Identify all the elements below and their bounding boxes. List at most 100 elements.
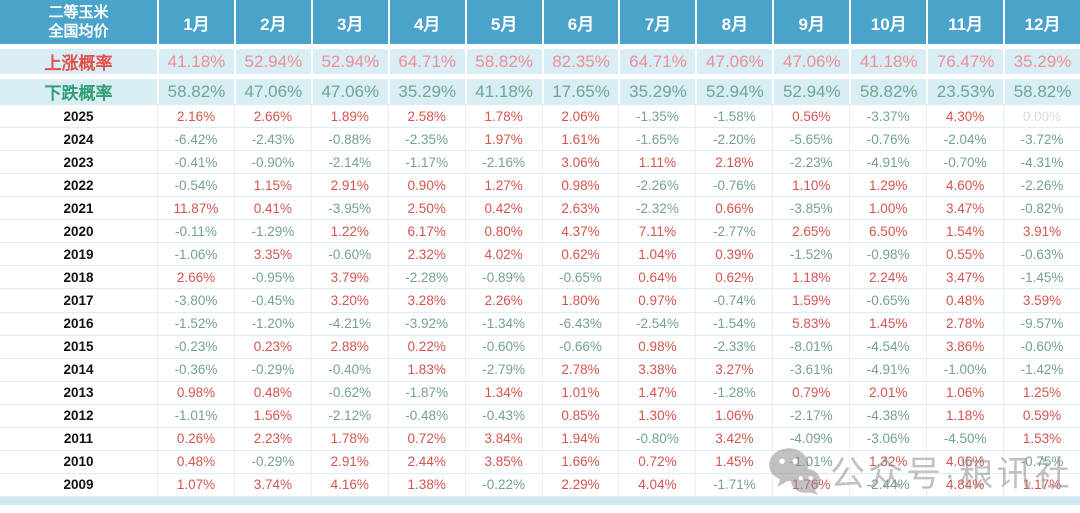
- rise-probability-cell: 52.94%: [233, 49, 311, 74]
- year-cell: 2016: [63, 316, 94, 332]
- value-cell: 1.80%: [541, 289, 619, 312]
- value-cell: -2.54%: [618, 312, 695, 335]
- fall-probability-cell: 58.82%: [157, 79, 234, 104]
- year-cell: 2010: [63, 454, 94, 470]
- value-cell: 3.38%: [618, 358, 695, 381]
- value-cell: 0.85%: [541, 404, 619, 427]
- fall-probability-cell: 47.06%: [310, 79, 388, 104]
- value-cell: -2.16%: [464, 151, 542, 174]
- value-cell: -3.06%: [849, 427, 926, 450]
- value-cell: 0.23%: [233, 335, 311, 358]
- value-cell: -1.54%: [695, 312, 772, 335]
- fall-probability-cell: 35.29%: [618, 79, 696, 104]
- value-cell: 3.79%: [310, 266, 388, 289]
- value-cell: -0.60%: [464, 335, 542, 358]
- value-cell: 2.06%: [541, 105, 619, 128]
- value-cell: 1.61%: [541, 128, 619, 151]
- value-cell: -0.36%: [157, 358, 234, 381]
- value-cell: -0.43%: [464, 404, 542, 427]
- value-cell: 1.22%: [310, 220, 388, 243]
- value-cell: -1.65%: [618, 128, 695, 151]
- value-cell: 2.91%: [310, 174, 388, 197]
- value-cell: 1.45%: [849, 312, 926, 335]
- month-header-cell: 2月: [233, 0, 311, 44]
- value-cell: 6.50%: [849, 220, 926, 243]
- table-row: 2023 -0.41% -0.90% -2.14% -1.17% -2.16% 3.06% 1…: [0, 151, 1080, 175]
- table-row: 2018 2.66% -0.95% 3.79% -2.28% -0.89% -0.65% 0.…: [0, 266, 1080, 290]
- value-cell: 4.60%: [926, 174, 1003, 197]
- value-cell: -0.60%: [310, 243, 388, 266]
- value-cell: 1.89%: [310, 105, 388, 128]
- value-cell: 2.88%: [310, 335, 388, 358]
- value-cell: -0.66%: [541, 335, 619, 358]
- year-cell: 2013: [63, 385, 94, 401]
- value-cell: 2.26%: [464, 289, 542, 312]
- value-cell: -0.70%: [926, 151, 1003, 174]
- value-cell: -0.54%: [157, 174, 234, 197]
- value-cell: 1.53%: [1003, 427, 1080, 450]
- value-cell: 0.97%: [618, 289, 695, 312]
- value-cell: -0.60%: [1003, 335, 1080, 358]
- value-cell: -1.00%: [926, 358, 1003, 381]
- value-cell: 2.78%: [541, 358, 619, 381]
- rise-probability-cell: 41.18%: [849, 49, 927, 74]
- fall-probability-cell: 41.18%: [464, 79, 542, 104]
- value-cell: -0.74%: [695, 289, 772, 312]
- value-cell: -1.34%: [464, 312, 542, 335]
- value-cell: 1.83%: [387, 358, 465, 381]
- value-cell: 0.26%: [157, 427, 234, 450]
- value-cell: -0.40%: [310, 358, 388, 381]
- value-cell: 1.47%: [618, 381, 695, 404]
- value-cell: 4.37%: [541, 220, 619, 243]
- value-cell: -2.35%: [387, 128, 465, 151]
- value-cell: -1.42%: [1003, 358, 1080, 381]
- value-cell: 1.59%: [772, 289, 849, 312]
- month-header-cell: 8月: [695, 0, 772, 44]
- value-cell: -1.71%: [695, 473, 772, 496]
- year-cell: 2014: [63, 362, 94, 378]
- value-cell: -4.31%: [1003, 151, 1080, 174]
- value-cell: 1.56%: [233, 404, 311, 427]
- rise-probability-cell: 64.71%: [387, 49, 465, 74]
- rise-probability-row: 上涨概率 41.18% 52.94% 52.94% 64.71% 58.82% 82.35%…: [0, 49, 1080, 74]
- value-cell: 1.76%: [772, 473, 849, 496]
- value-cell: -2.12%: [310, 404, 388, 427]
- value-cell: -1.28%: [695, 381, 772, 404]
- value-cell: -8.01%: [772, 335, 849, 358]
- value-cell: 2.58%: [387, 105, 465, 128]
- value-cell: 0.90%: [387, 174, 465, 197]
- table-row: 2019 -1.06% 3.35% -0.60% 2.32% 4.02% 0.62% 1.04…: [0, 243, 1080, 267]
- table-row: 2020 -0.11% -1.29% 1.22% 6.17% 0.80% 4.37% 7.11…: [0, 220, 1080, 244]
- value-cell: 1.06%: [926, 381, 1003, 404]
- value-cell: 3.06%: [541, 151, 619, 174]
- value-cell: -0.63%: [1003, 243, 1080, 266]
- value-cell: 3.86%: [926, 335, 1003, 358]
- value-cell: 0.42%: [464, 197, 542, 220]
- value-cell: -3.61%: [772, 358, 849, 381]
- rise-probability-cell: 52.94%: [310, 49, 388, 74]
- value-cell: 1.30%: [618, 404, 695, 427]
- value-cell: 2.78%: [926, 312, 1003, 335]
- value-cell: -3.72%: [1003, 128, 1080, 151]
- value-cell: -1.52%: [157, 312, 234, 335]
- value-cell: -1.01%: [772, 450, 849, 473]
- fall-probability-cell: 52.94%: [772, 79, 850, 104]
- value-cell: -4.91%: [849, 151, 926, 174]
- table-row: 2013 0.98% 0.48% -0.62% -1.87% 1.34% 1.01% 1.47…: [0, 381, 1080, 405]
- value-cell: 3.35%: [233, 243, 311, 266]
- corner-title-line1: 二等玉米: [48, 3, 109, 21]
- value-cell: -0.65%: [849, 289, 926, 312]
- value-cell: -4.09%: [772, 427, 849, 450]
- table-row: 2014 -0.36% -0.29% -0.40% 1.83% -2.79% 2.78% 3.…: [0, 358, 1080, 382]
- year-cell: 2024: [63, 131, 94, 147]
- value-cell: 2.65%: [772, 220, 849, 243]
- table-row: 2015 -0.23% 0.23% 2.88% 0.22% -0.60% -0.66% 0.9…: [0, 335, 1080, 359]
- value-cell: 0.64%: [618, 266, 695, 289]
- corner-title-line2: 全国均价: [48, 23, 109, 40]
- value-cell: 1.27%: [464, 174, 542, 197]
- value-cell: 1.32%: [849, 450, 926, 473]
- year-cell: 2017: [63, 292, 94, 308]
- value-cell: 3.27%: [695, 358, 772, 381]
- year-cell: 2023: [63, 154, 94, 170]
- value-cell: -0.11%: [157, 220, 234, 243]
